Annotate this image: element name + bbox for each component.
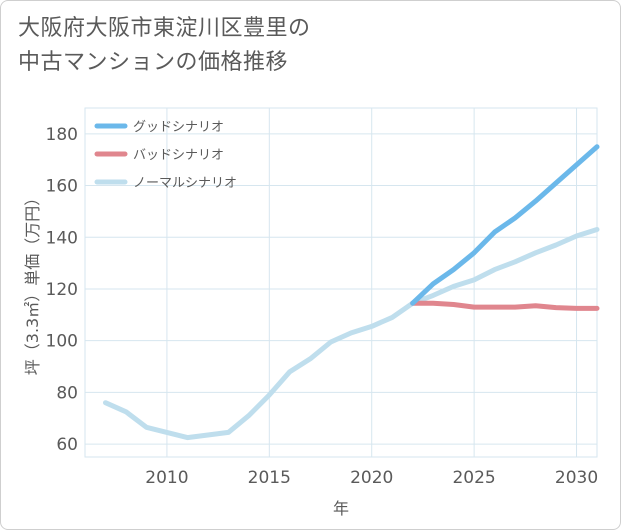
series-line-2 (410, 300, 600, 311)
legend-label-2: バッドシナリオ (133, 148, 224, 163)
x-tick-label: 2025 (452, 468, 495, 488)
tick-labels: 2010 2015 2020 2025 2030 60 80 100 120 140 160 180 (46, 125, 599, 488)
plot-area-border (84, 107, 598, 458)
x-tick-label: 2015 (248, 468, 291, 488)
x-axis-label: 年 (333, 499, 349, 518)
series-lines (103, 144, 600, 441)
series-line-1 (410, 144, 600, 306)
x-tick-label: 2030 (555, 468, 598, 488)
y-tick-label: 180 (46, 125, 78, 145)
legend-label-3: ノーマルシナリオ (133, 176, 237, 191)
y-tick-label: 160 (46, 177, 78, 197)
y-tick-label: 140 (46, 228, 78, 248)
y-tick-label: 100 (46, 332, 78, 352)
chart-title: 大阪府大阪市東淀川区豊里の 中古マンションの価格推移 (18, 12, 438, 80)
y-tick-label: 60 (56, 435, 78, 455)
chart-title-line-2: 中古マンションの価格推移 (18, 50, 289, 75)
chart-title-line-1: 大阪府大阪市東淀川区豊里の (18, 16, 311, 41)
x-tick-label: 2010 (145, 468, 188, 488)
y-axis-label: 坪（3.3㎡）単価（万円） (23, 190, 42, 375)
series-line-3 (103, 227, 600, 441)
y-tick-label: 80 (56, 383, 78, 403)
y-tick-label: 120 (46, 280, 78, 300)
x-tick-label: 2020 (350, 468, 393, 488)
grid-lines (84, 107, 598, 458)
legend-label-1: グッドシナリオ (133, 120, 224, 135)
